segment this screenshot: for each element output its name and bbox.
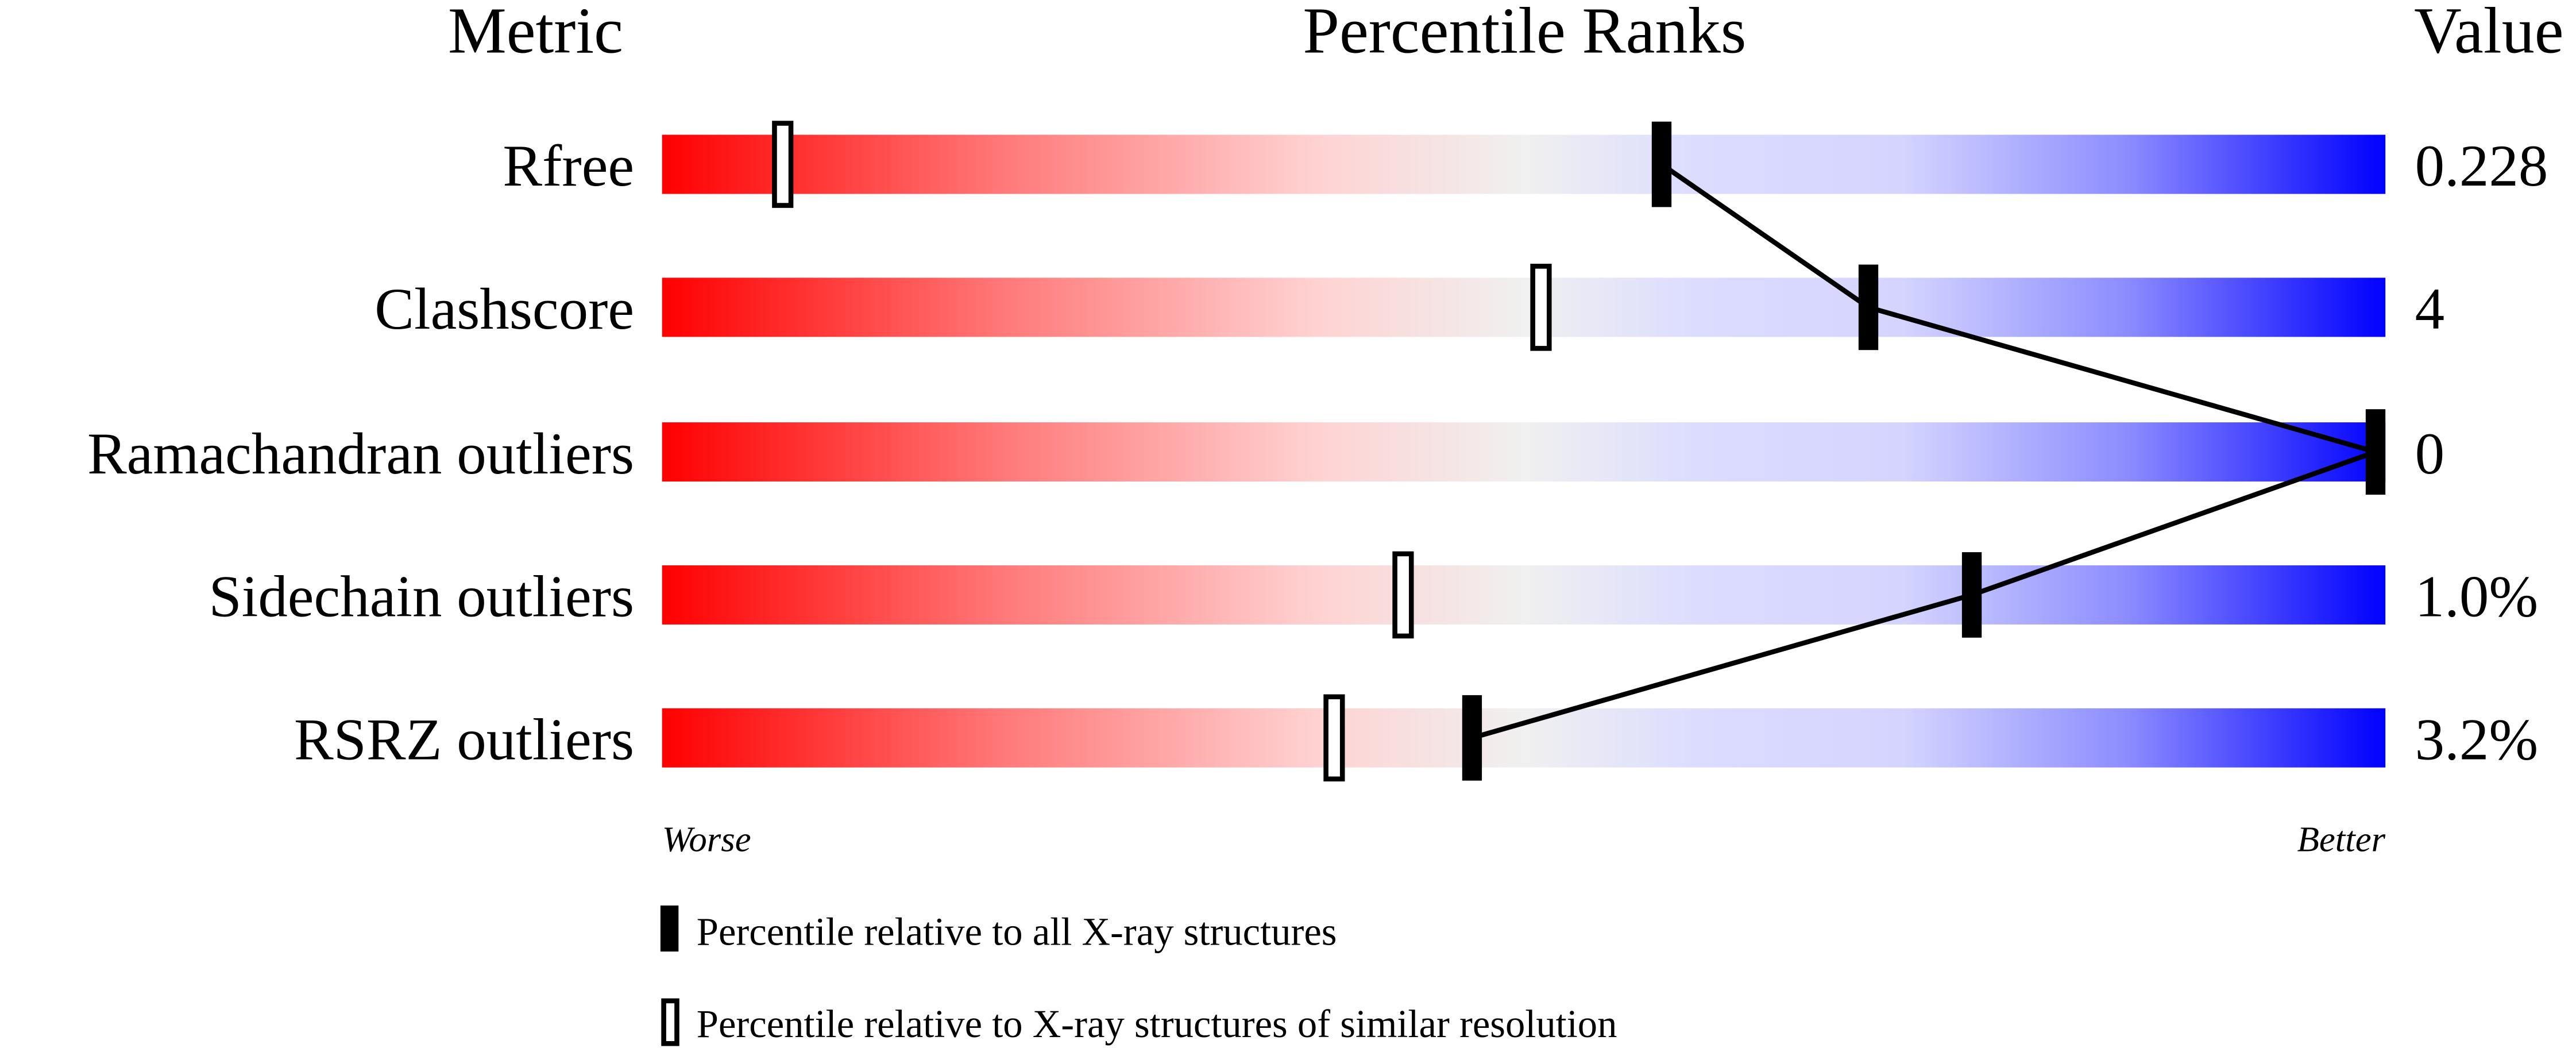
metric-value: 0 (2415, 421, 2444, 487)
all-structures-marker (1858, 264, 1879, 350)
header-metric: Metric (448, 0, 623, 67)
percentile-bar (662, 422, 2386, 482)
all-structures-marker (1651, 121, 1672, 207)
metric-value: 0.228 (2415, 133, 2548, 199)
legend-label-similar: Percentile relative to X-ray structures … (697, 1002, 1617, 1046)
similar-resolution-marker (772, 121, 794, 208)
header-value: Value (2414, 0, 2564, 67)
legend-filled-marker (660, 906, 679, 952)
axis-label-better: Better (2297, 819, 2385, 860)
percentile-bar (662, 565, 2386, 625)
header-percentile-ranks: Percentile Ranks (1303, 0, 1746, 67)
all-structures-marker (1462, 695, 1482, 781)
percentile-bar (662, 278, 2386, 337)
metric-label: Sidechain outliers (208, 564, 634, 630)
similar-resolution-marker (1530, 264, 1552, 351)
axis-label-worse: Worse (662, 819, 751, 860)
metric-value: 3.2% (2415, 707, 2539, 772)
metric-value: 1.0% (2415, 564, 2539, 630)
all-structures-marker (1961, 552, 1982, 638)
metric-label: Rfree (503, 133, 634, 199)
legend-hollow-marker (661, 998, 679, 1046)
all-structures-marker (2365, 409, 2386, 495)
similar-resolution-marker (1323, 694, 1345, 782)
percentile-bar (662, 708, 2386, 768)
percentile-bar (662, 134, 2386, 194)
metric-label: Clashscore (374, 276, 634, 342)
metric-value: 4 (2415, 276, 2444, 342)
metric-label: RSRZ outliers (294, 707, 634, 772)
metric-label: Ramachandran outliers (87, 421, 634, 487)
legend-label-all: Percentile relative to all X-ray structu… (697, 910, 1337, 954)
similar-resolution-marker (1392, 551, 1414, 639)
